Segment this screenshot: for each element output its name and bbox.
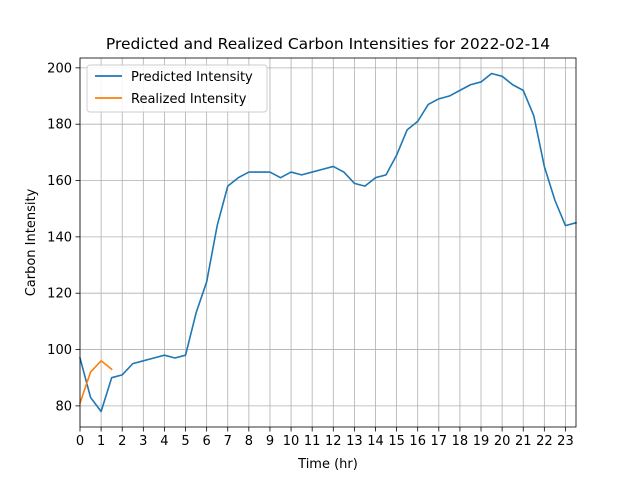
y-tick-label: 180 (47, 118, 72, 133)
x-tick-label: 5 (181, 434, 189, 449)
y-tick-label: 200 (47, 61, 72, 76)
plot-area (80, 58, 576, 427)
x-tick-label: 16 (409, 434, 426, 449)
axis-ticks: 0 1 2 3 4 5 6 7 8 9 10 11 12 13 14 15 16 17 18 19 20 21 22 2380… (47, 61, 574, 449)
x-tick-label: 10 (283, 434, 300, 449)
x-tick-label: 3 (139, 434, 147, 449)
x-tick-label: 23 (557, 434, 574, 449)
x-tick-label: 2 (118, 434, 126, 449)
x-tick-label: 17 (431, 434, 448, 449)
series-lines (78, 72, 577, 413)
x-tick-label: 20 (494, 434, 511, 449)
x-tick-label: 13 (346, 434, 363, 449)
x-tick-label: 15 (388, 434, 405, 449)
x-tick-label: 18 (452, 434, 469, 449)
x-tick-label: 1 (97, 434, 105, 449)
x-tick-label: 19 (473, 434, 490, 449)
x-tick-label: 0 (76, 434, 84, 449)
legend-label: Realized Intensity (131, 92, 247, 107)
x-tick-label: 4 (160, 434, 168, 449)
plot-frame (79, 57, 577, 428)
legend-label: Predicted Intensity (131, 70, 253, 85)
x-tick-label: 6 (202, 434, 210, 449)
x-tick-label: 14 (367, 434, 384, 449)
y-tick-label: 80 (55, 399, 72, 414)
x-tick-label: 21 (515, 434, 532, 449)
x-tick-label: 22 (536, 434, 553, 449)
x-tick-label: 7 (224, 434, 232, 449)
y-tick-label: 120 (47, 287, 72, 302)
series-line-predicted (79, 72, 577, 413)
legend-box (86, 64, 268, 113)
y-tick-label: 160 (47, 174, 72, 189)
legend: Predicted Intensity Realized Intensity (86, 64, 268, 113)
grid-lines (79, 58, 576, 427)
x-tick-label: 9 (266, 434, 274, 449)
y-tick-label: 100 (47, 343, 72, 358)
x-tick-label: 11 (304, 434, 321, 449)
chart-title: Predicted and Realized Carbon Intensitie… (106, 35, 550, 53)
series-line-realized (78, 360, 113, 405)
x-axis-label: Time (hr) (297, 457, 358, 472)
x-tick-label: 12 (325, 434, 342, 449)
y-axis-label: Carbon Intensity (24, 188, 39, 296)
x-tick-label: 8 (245, 434, 253, 449)
y-tick-label: 140 (47, 230, 72, 245)
